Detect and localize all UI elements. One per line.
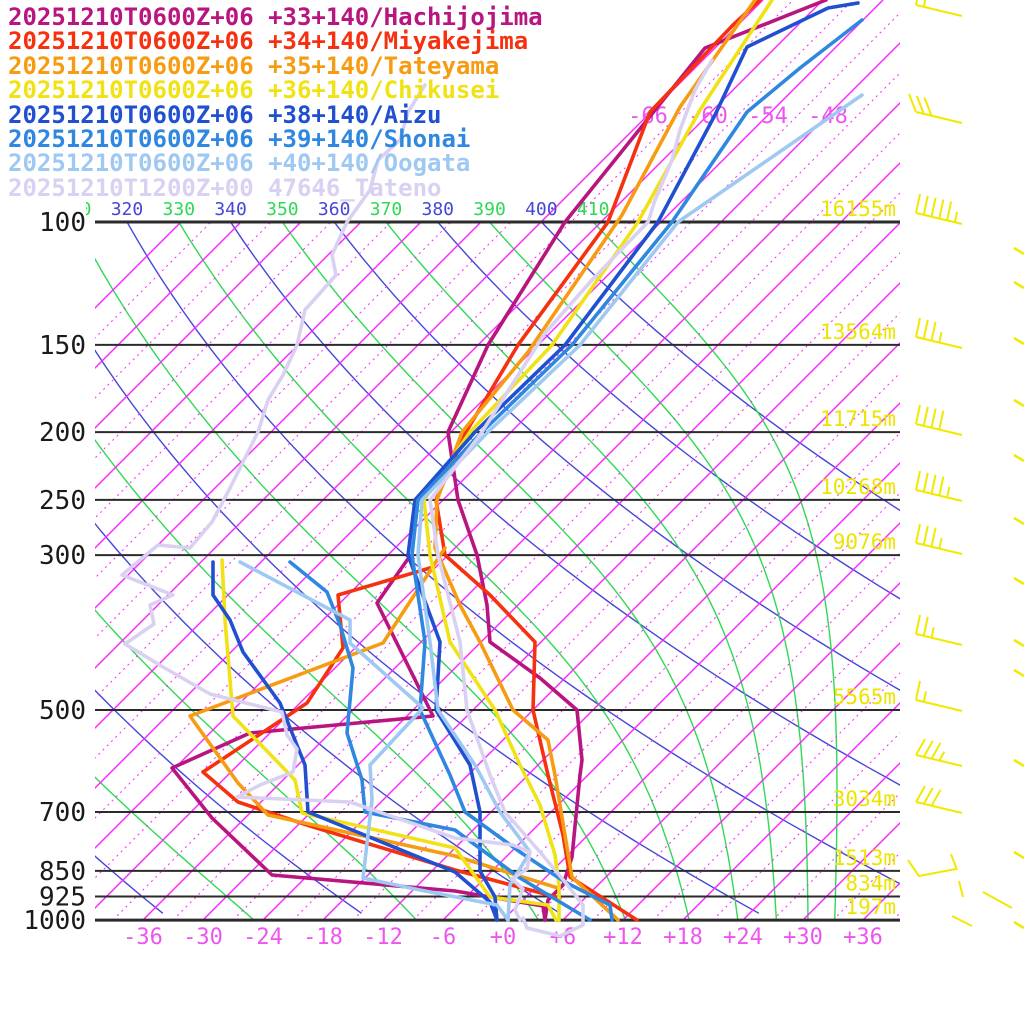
theta-label-350: 350 <box>266 199 299 220</box>
altitude-label-925: 834m <box>845 872 896 896</box>
theta-label-400: 400 <box>525 199 558 220</box>
legend-row-hachijojima: 20251210T0600Z+06 +33+140/Hachijojima <box>8 3 543 31</box>
dewpoint-oogata <box>238 560 510 922</box>
pressure-label-700: 700 <box>39 798 86 828</box>
altitude-label-700: 3034m <box>833 787 896 811</box>
altitude-label-250: 10268m <box>820 475 896 499</box>
altitude-label-200: 11715m <box>820 407 896 431</box>
pressure-label-300: 300 <box>39 541 86 571</box>
legend-row-shonai: 20251210T0600Z+06 +39+140/Shonai <box>8 125 471 154</box>
temperature-tateyama <box>433 0 757 922</box>
temp-label-18: +18 <box>663 925 703 950</box>
pressure-label-250: 250 <box>39 486 86 516</box>
pressure-label-500: 500 <box>39 696 86 726</box>
legend-row-tateyama: 20251210T0600Z+06 +35+140/Tateyama <box>8 51 500 80</box>
pressure-label-850: 850 <box>39 857 86 887</box>
altitude-label-850: 1513m <box>833 846 896 870</box>
temp-label-upper--54: -54 <box>748 104 788 129</box>
pressure-label-150: 150 <box>39 331 86 361</box>
temp-label-24: +24 <box>723 925 763 950</box>
theta-label-330: 330 <box>163 199 196 220</box>
dewpoint-tateyama <box>188 546 560 890</box>
temp-label--6: -6 <box>430 925 457 950</box>
theta-label-310: 310 <box>59 199 92 220</box>
pressure-label-1000: 1000 <box>23 906 86 936</box>
theta-label-410: 410 <box>577 199 610 220</box>
temperature-miyakejima <box>434 0 762 922</box>
isotherms <box>95 0 900 920</box>
theta-label-340: 340 <box>214 199 247 220</box>
wind-barbs <box>907 0 1024 930</box>
altitude-label-1000: 197m <box>845 895 896 919</box>
temp-label--12: -12 <box>363 925 403 950</box>
theta-label-370: 370 <box>370 199 403 220</box>
trace-chikusei <box>220 0 774 922</box>
altitude-label-300: 9076m <box>833 530 896 554</box>
theta-label-390: 390 <box>473 199 506 220</box>
legend: 20251210T0600Z+06 +33+140/Hachijojima 20… <box>8 3 543 202</box>
trace-tateyama <box>188 0 757 922</box>
temp-label-0: +0 <box>490 925 517 950</box>
temperature-tateno <box>428 58 714 938</box>
pressure-label-100: 100 <box>39 208 86 238</box>
trace-tateno <box>120 58 714 938</box>
pressure-label-925: 925 <box>39 883 86 913</box>
altitude-label-150: 13564m <box>820 320 896 344</box>
legend-row-chikusei: 20251210T0600Z+06 +36+140/Chikusei <box>8 76 500 105</box>
legend-row-tateno: 20251210T1200Z+00 47646_Tateno <box>8 173 442 202</box>
temp-label-30: +30 <box>783 925 823 950</box>
theta-labels: 310 320 330 340 350 360 370 380 390 400 410 <box>59 199 610 220</box>
pressure-label-200: 200 <box>39 418 86 448</box>
temperature-chikusei <box>422 0 774 922</box>
temp-label--30: -30 <box>183 925 223 950</box>
theta-label-320: 320 <box>111 199 144 220</box>
theta-label-360: 360 <box>318 199 351 220</box>
temp-label--18: -18 <box>303 925 343 950</box>
legend-row-aizu: 20251210T0600Z+06 +38+140/Aizu <box>8 100 442 129</box>
dewpoint-aizu <box>211 560 499 922</box>
legend-row-oogata: 20251210T0600Z+06 +40+140/Oogata <box>8 149 471 178</box>
temp-label--24: -24 <box>243 925 283 950</box>
temperature-shonai <box>410 18 864 922</box>
temp-label-12: +12 <box>603 925 643 950</box>
altitude-labels: 16155m 13564m 11715m 10268m 9076m 5565m 3034m 1… <box>820 197 896 919</box>
theta-label-380: 380 <box>422 199 455 220</box>
dewpoint-tateno <box>120 83 532 922</box>
temp-label-36: +36 <box>843 925 883 950</box>
temp-labels-bottom: -36 -30 -24 -18 -12 -6 +0 +6 +12 +18 +24 +30 +36 <box>123 925 883 950</box>
pressure-lines <box>95 220 900 922</box>
temp-label--36: -36 <box>123 925 163 950</box>
dewpoint-chikusei <box>220 558 558 922</box>
legend-row-miyakejima: 20251210T0600Z+06 +34+140/Miyakejima <box>8 27 529 56</box>
altitude-label-100: 16155m <box>820 197 896 221</box>
altitude-label-500: 5565m <box>833 685 896 709</box>
